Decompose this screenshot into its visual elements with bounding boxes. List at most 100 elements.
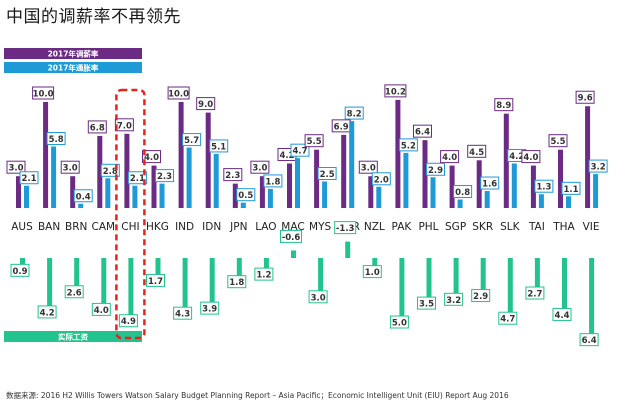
inflation-label-JPN: 0.5	[238, 191, 253, 201]
salary-label-AUS-box	[6, 160, 26, 174]
inflation-label-THA-box	[561, 181, 581, 195]
category-label-HKG: HKG	[146, 221, 169, 233]
salary-label-BAN: 10.0	[33, 90, 54, 100]
salary-label-IDN: 9.0	[198, 100, 213, 110]
salary-bar-PAK	[395, 99, 401, 208]
inflation-label-IND: 5.7	[184, 136, 199, 146]
real-label-JPN: 1.8	[229, 278, 244, 288]
inflation-label-SLK: 4.2	[509, 152, 524, 162]
inflation-label-PAK: 5.2	[401, 141, 416, 151]
real-label-MYS-box	[308, 290, 328, 304]
real-bar-PAK	[399, 258, 405, 321]
real-bar-VIE	[589, 258, 595, 339]
salary-label-LAO: 3.0	[252, 164, 267, 174]
real-label-CAM: 4.0	[94, 306, 109, 316]
category-label-NZL: NZL	[364, 221, 385, 233]
inflation-label-SKR-box	[480, 176, 500, 190]
inflation-label-SKR: 1.6	[482, 180, 497, 190]
salary-label-SKR-box	[467, 144, 487, 158]
real-label-VIE-box	[579, 333, 599, 347]
inflation-bar-THA	[566, 196, 571, 208]
top-bar-group: 3.02.110.05.83.00.46.82.87.02.14.02.310.…	[6, 84, 608, 208]
real-bar-HKG	[155, 258, 161, 280]
category-label-AUS: AUS	[11, 221, 33, 233]
real-label-THA: 4.4	[554, 311, 569, 321]
salary-label-MYS: 5.5	[307, 137, 322, 147]
real-bar-IDN	[209, 258, 215, 308]
real-label-SKR: 2.9	[473, 292, 488, 302]
inflation-label-BRN-box	[73, 189, 93, 203]
salary-label-CHI: 7.0	[117, 121, 132, 131]
salary-label-JPN: 2.3	[225, 171, 240, 181]
real-bar-SLK	[507, 258, 513, 318]
real-bar-SKR	[480, 258, 486, 295]
salary-label-PAK: 10.2	[385, 87, 406, 97]
salary-label-TAI-box	[521, 150, 541, 164]
inflation-label-IDN-box	[209, 139, 229, 153]
real-label-PHL: 3.5	[419, 300, 434, 310]
real-label-TAI-box	[525, 286, 545, 300]
salary-label-NZL: 3.0	[361, 164, 376, 174]
inflation-bar-TAI	[538, 194, 544, 208]
salary-bar-BAN	[43, 102, 49, 208]
real-bar-MYS	[318, 258, 324, 296]
real-bar-AUS	[20, 258, 25, 270]
inflation-bar-CAM	[105, 178, 111, 208]
real-label-AUS: 0.9	[12, 267, 27, 277]
real-label-HKG: 1.7	[148, 277, 163, 287]
real-label-JPN-box	[227, 275, 247, 289]
legend-label-2: 实际工资	[58, 332, 88, 342]
real-label-NZL-box	[362, 265, 382, 279]
inflation-label-TAI-box	[534, 179, 554, 193]
real-label-MYS: 3.0	[311, 293, 326, 303]
real-bar-MAC	[291, 250, 296, 258]
real-label-MAC-box	[280, 229, 302, 243]
inflation-label-AUS-box	[19, 171, 39, 185]
category-label-IND: IND	[175, 221, 194, 233]
real-label-SGP: 3.2	[446, 296, 461, 306]
category-label-MYS: MYS	[309, 221, 331, 233]
inflation-label-NZL-box	[371, 172, 391, 186]
salary-bar-SGP	[449, 165, 455, 208]
inflation-bar-AUS	[24, 185, 29, 208]
real-label-NZL: 1.0	[365, 268, 380, 278]
category-label-LAO: LAO	[255, 221, 276, 233]
real-label-MMR: -1.3	[336, 224, 355, 234]
salary-label-AUS: 3.0	[8, 164, 23, 174]
real-label-BRN-box	[64, 285, 84, 299]
inflation-label-PHL-box	[426, 162, 445, 176]
salary-label-VIE-box	[575, 90, 595, 104]
category-label-SLK: SLK	[500, 221, 521, 233]
salary-bar-IDN	[205, 112, 211, 208]
inflation-label-BAN-box	[46, 132, 66, 146]
salary-bar-VIE	[585, 106, 591, 208]
salary-label-PAK-box	[384, 84, 407, 98]
inflation-label-IDN: 5.1	[211, 142, 226, 152]
salary-bar-CHI	[124, 133, 130, 208]
salary-bar-LAO	[259, 176, 265, 208]
salary-bar-THA	[558, 149, 563, 208]
salary-label-IDN-box	[196, 97, 216, 111]
inflation-bar-MMR	[349, 121, 355, 208]
salary-label-SGP-box	[440, 150, 460, 164]
inflation-bar-MAC	[295, 158, 300, 208]
real-label-IND: 4.3	[175, 310, 190, 320]
inflation-bar-NZL	[376, 186, 382, 208]
bottom-bar-group: 0.9 4.2 2.6 4.0 4.9 1.7 4.3 3.9 1.8 1.2 -0.6 3.0 -1.…	[10, 221, 599, 347]
inflation-bar-SGP	[457, 199, 463, 208]
real-label-LAO-box	[254, 267, 274, 281]
inflation-label-HKG: 2.3	[157, 172, 172, 182]
category-label-CAM: CAM	[92, 221, 116, 233]
source-note: 数据来源: 2016 H2 Willis Towers Watson Salar…	[6, 391, 509, 400]
legend-swatch-1	[4, 62, 142, 73]
salary-label-HKG: 4.0	[144, 153, 159, 163]
salary-bar-AUS	[16, 176, 21, 208]
category-label-JPN: JPN	[229, 221, 247, 233]
salary-label-NZL-box	[358, 160, 378, 174]
inflation-label-MAC-box	[290, 143, 310, 157]
category-label-BRN: BRN	[65, 221, 87, 233]
salary-label-SGP: 4.0	[442, 153, 457, 163]
category-label-PHL: PHL	[418, 221, 438, 233]
highlight-outline	[115, 88, 146, 340]
